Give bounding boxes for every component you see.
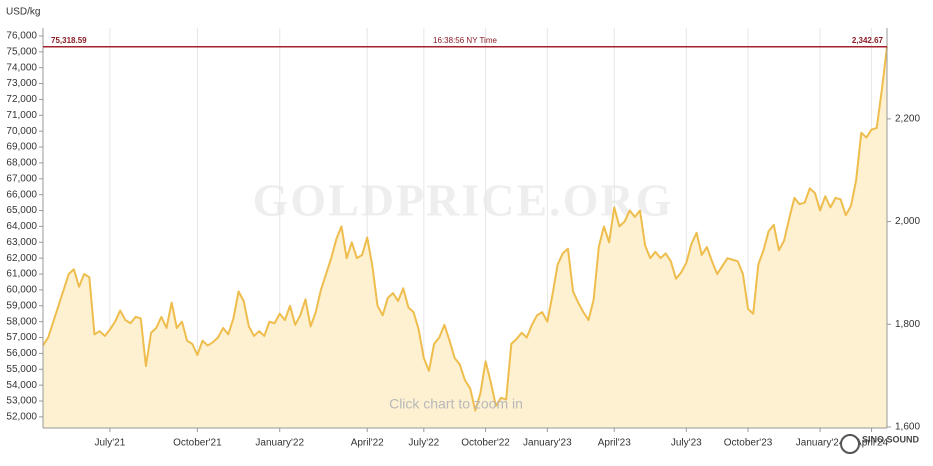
y-tick-label: 58,000 — [6, 316, 37, 327]
logo-text: SINO SOUND — [862, 434, 920, 444]
y-tick-label: 54,000 — [6, 380, 37, 391]
y-tick-label: 62,000 — [6, 253, 37, 264]
y-tick-label: 71,000 — [6, 110, 37, 121]
y-tick-label: 56,000 — [6, 348, 37, 359]
y-tick-label: 69,000 — [6, 142, 37, 153]
watermark: GOLDPRICE.ORG — [253, 175, 674, 226]
x-tick-label: July'23 — [671, 438, 702, 449]
y-tick-label: 53,000 — [6, 396, 37, 407]
x-tick-label: January'23 — [523, 438, 572, 449]
y-tick-label: 68,000 — [6, 158, 37, 169]
y-tick-label: 61,000 — [6, 269, 37, 280]
y-tick-label: 66,000 — [6, 189, 37, 200]
y-tick-label: 63,000 — [6, 237, 37, 248]
y2-tick-label: 2,000 — [895, 216, 920, 227]
y2-tick-label: 1,600 — [895, 422, 920, 433]
y-tick-label: 70,000 — [6, 126, 37, 137]
x-tick-label: October'22 — [461, 438, 510, 449]
y-tick-label: 60,000 — [6, 285, 37, 296]
x-tick-label: July'21 — [94, 438, 125, 449]
y-tick-label: 59,000 — [6, 300, 37, 311]
y-tick-label: 75,000 — [6, 46, 37, 57]
y-tick-label: 65,000 — [6, 205, 37, 216]
y-tick-label: 55,000 — [6, 364, 37, 375]
area — [43, 46, 887, 428]
time-label: 16:38:56 NY Time — [433, 36, 497, 45]
x-tick-label: April'24 — [855, 438, 888, 449]
x-tick-label: April'22 — [351, 438, 384, 449]
zoom-hint: Click chart to zoom in — [389, 396, 523, 412]
x-tick-label: January'24 — [796, 438, 845, 449]
x-tick-label: January'22 — [255, 438, 304, 449]
current-price-y2-label: 2,342.67 — [852, 36, 884, 45]
x-tick-label: April'23 — [598, 438, 631, 449]
y-tick-label: 76,000 — [6, 31, 37, 42]
y-tick-label: 73,000 — [6, 78, 37, 89]
y-tick-label: 64,000 — [6, 221, 37, 232]
y-tick-label: 57,000 — [6, 332, 37, 343]
y-tick-label: 74,000 — [6, 62, 37, 73]
x-tick-label: October'23 — [724, 438, 773, 449]
line — [42, 46, 888, 412]
current-price-label: 75,318.59 — [51, 36, 87, 45]
y2-tick-label: 1,800 — [895, 319, 920, 330]
x-tick-label: October'21 — [173, 438, 222, 449]
y-tick-label: 72,000 — [6, 94, 37, 105]
y-tick-label: 67,000 — [6, 173, 37, 184]
logo-icon — [840, 434, 860, 454]
x-tick-label: July'22 — [408, 438, 439, 449]
y-axis-label: USD/kg — [6, 7, 40, 18]
y-tick-label: 52,000 — [6, 412, 37, 423]
y2-tick-label: 2,200 — [895, 114, 920, 125]
